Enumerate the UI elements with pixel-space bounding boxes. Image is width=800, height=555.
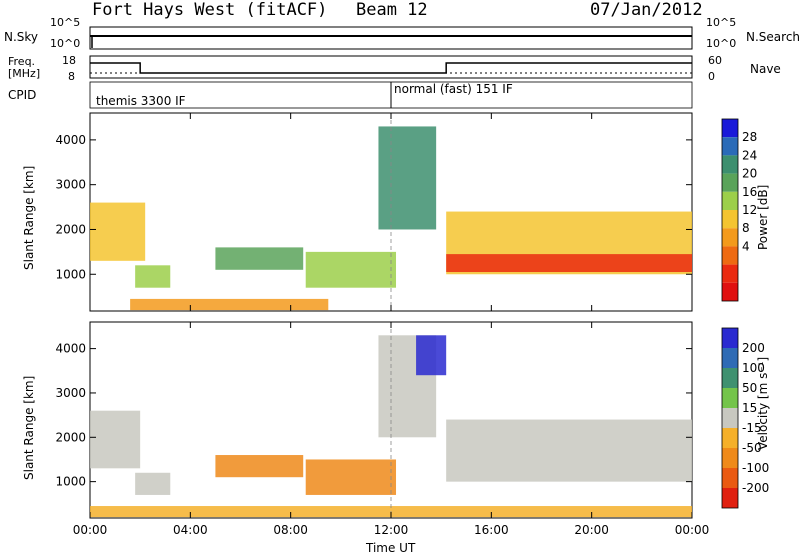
nave-label: Nave [750,62,781,76]
power-colorbar-cell [722,264,738,283]
time-tick-label: 16:00 [474,523,509,537]
power-colorbar-tick: 8 [742,221,750,235]
power-ytick-label: 4000 [55,133,86,147]
cpid-segment-1: themis 3300 IF [96,94,186,108]
time-tick-label: 04:00 [173,523,208,537]
power-colorbar-cell [722,173,738,192]
power-colorbar-cell [722,246,738,265]
beam-label: Beam 12 [356,0,428,20]
power-colorbar-tick: 12 [742,203,757,217]
velocity-colorbar-tick: 15 [742,401,757,415]
velocity-colorbar-cell [722,348,738,368]
freq-label: Freq. [8,55,36,68]
velocity-region-6 [446,419,692,482]
time-tick-label: 00:00 [73,523,108,537]
velocity-ytick-label: 4000 [55,342,86,356]
power-region-2 [215,247,304,270]
velocity-colorbar-tick: -15 [742,421,762,435]
freq-trace [90,62,692,74]
power-colorbar-cell [722,210,738,229]
velocity-region-0 [90,410,141,469]
freq-left-tick-bottom: 8 [68,70,75,83]
velocity-region-2 [215,455,304,478]
power-region-7 [130,298,329,311]
power-colorbar-tick: 4 [742,239,750,253]
freq-left-tick-top: 18 [62,54,76,67]
freq-right-tick-bottom: 0 [708,70,715,83]
noise-search-label: N.Search [746,30,800,44]
freq-panel-frame [89,55,693,79]
velocity-colorbar-cell [722,408,738,428]
power-colorbar-tick: 28 [742,130,757,144]
radar-title: Fort Hays West (fitACF) [92,0,328,20]
power-colorbar-cell [722,119,738,138]
freq-unit-label: [MHz] [8,67,41,80]
velocity-colorbar-cell [722,468,738,488]
velocity-colorbar-cell [722,388,738,408]
noise-panel-frame [89,26,693,50]
noise-right-tick-bottom: 10^0 [706,37,737,50]
power-colorbar-tick: 24 [742,148,757,162]
freq-right-tick-top: 60 [708,54,722,67]
power-colorbar-frame [721,118,739,302]
velocity-ytick-label: 2000 [55,430,86,444]
velocity-region-1 [135,472,171,495]
velocity-colorbar-cell [722,368,738,388]
velocity-colorbar-cell [722,448,738,468]
time-xlabel: Time UT [366,541,416,555]
power-ytick-label: 2000 [55,222,86,236]
date-label: 07/Jan/2012 [590,0,703,20]
velocity-colorbar-title: Velocity [m s⁻¹] [756,356,770,450]
power-colorbar-cell [722,282,738,301]
power-region-0 [90,202,146,261]
velocity-colorbar-tick: -100 [742,461,769,475]
velocity-colorbar-tick: 200 [742,341,765,355]
time-tick-label: 00:00 [675,523,710,537]
velocity-colorbar-cell [722,328,738,348]
power-colorbar-tick: 16 [742,185,757,199]
power-region-4 [378,126,437,230]
velocity-colorbar-cell [722,428,738,448]
velocity-colorbar-tick: -200 [742,481,769,495]
power-colorbar-cell [722,137,738,156]
velocity-ytick-label: 1000 [55,475,86,489]
time-tick-label: 12:00 [374,523,409,537]
velocity-ylabel: Slant Range [km] [22,375,36,480]
velocity-colorbar-frame [721,327,739,509]
velocity-colorbar-tick: 100 [742,361,765,375]
power-colorbar-cell [722,191,738,210]
velocity-colorbar-tick: -50 [742,441,762,455]
time-tick-label: 08:00 [273,523,308,537]
velocity-ytick-label: 3000 [55,386,86,400]
power-colorbar-cell [722,155,738,174]
power-colorbar-title: Power [dB] [756,184,770,250]
power-ytick-label: 3000 [55,178,86,192]
time-tick-label: 20:00 [574,523,609,537]
power-ytick-label: 1000 [55,267,86,281]
noise-right-tick-top: 10^5 [706,16,737,29]
power-colorbar-cell [722,228,738,247]
cpid-label: CPID [8,88,37,102]
velocity-colorbar-tick: 50 [742,381,757,395]
velocity-region-5 [416,335,447,376]
power-colorbar-tick: 20 [742,167,757,181]
noise-left-tick-bottom: 10^0 [50,37,81,50]
power-region-3 [305,251,397,288]
power-ylabel: Slant Range [km] [22,165,36,270]
cpid-segment-2: normal (fast) 151 IF [394,82,513,96]
power-region-1 [135,265,171,288]
velocity-region-3 [305,459,397,495]
noise-left-tick-top: 10^5 [50,16,81,29]
power-region-6 [446,254,692,273]
velocity-colorbar-cell [722,488,738,508]
noise-sky-label: N.Sky [4,30,39,44]
